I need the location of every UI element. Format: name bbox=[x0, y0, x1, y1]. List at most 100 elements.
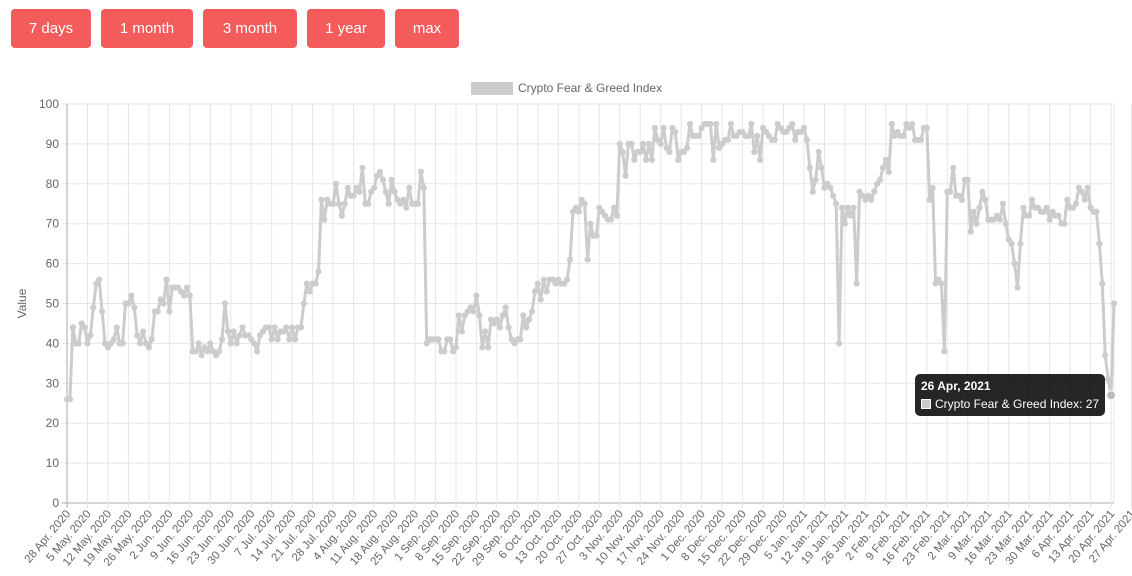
data-point[interactable] bbox=[119, 340, 126, 347]
data-point[interactable] bbox=[251, 340, 258, 347]
data-point[interactable] bbox=[385, 200, 392, 207]
data-point[interactable] bbox=[733, 132, 740, 140]
data-point[interactable] bbox=[871, 188, 878, 195]
data-point[interactable] bbox=[502, 304, 509, 311]
data-point[interactable] bbox=[414, 200, 422, 207]
data-point[interactable] bbox=[651, 124, 658, 132]
data-point[interactable] bbox=[786, 124, 793, 132]
data-point[interactable] bbox=[464, 308, 471, 315]
data-point[interactable] bbox=[619, 148, 626, 155]
data-point[interactable] bbox=[142, 340, 150, 347]
data-point[interactable] bbox=[525, 316, 533, 323]
data-point[interactable] bbox=[517, 336, 524, 343]
data-point[interactable] bbox=[321, 216, 328, 223]
data-point[interactable] bbox=[341, 200, 348, 207]
data-point[interactable] bbox=[762, 128, 770, 136]
data-point[interactable] bbox=[973, 220, 980, 227]
data-point[interactable] bbox=[1046, 216, 1053, 223]
data-point[interactable] bbox=[87, 332, 94, 339]
data-point[interactable] bbox=[941, 348, 948, 355]
data-point[interactable] bbox=[771, 136, 778, 144]
data-point[interactable] bbox=[932, 280, 939, 287]
data-point[interactable] bbox=[1040, 208, 1047, 215]
data-point[interactable] bbox=[754, 132, 761, 140]
data-point[interactable] bbox=[970, 208, 977, 215]
data-point[interactable] bbox=[1072, 200, 1080, 207]
data-point[interactable] bbox=[511, 340, 518, 347]
data-point[interactable] bbox=[686, 120, 694, 128]
data-point[interactable] bbox=[166, 308, 173, 315]
data-point[interactable] bbox=[1034, 204, 1042, 211]
data-point[interactable] bbox=[1055, 212, 1062, 219]
data-point[interactable] bbox=[283, 324, 290, 331]
data-point[interactable] bbox=[180, 292, 188, 299]
data-point[interactable] bbox=[575, 208, 582, 215]
data-point[interactable] bbox=[727, 120, 734, 128]
data-point[interactable] bbox=[157, 296, 164, 303]
data-point[interactable] bbox=[1105, 376, 1112, 383]
data-point[interactable] bbox=[447, 336, 454, 343]
data-point[interactable] bbox=[259, 328, 267, 335]
data-point[interactable] bbox=[101, 340, 109, 347]
data-point[interactable] bbox=[909, 120, 916, 128]
data-point[interactable] bbox=[891, 132, 898, 140]
data-point[interactable] bbox=[868, 196, 875, 203]
data-point[interactable] bbox=[487, 316, 495, 323]
data-point[interactable] bbox=[666, 148, 673, 155]
data-point[interactable] bbox=[461, 312, 468, 319]
data-point[interactable] bbox=[882, 156, 889, 163]
data-point[interactable] bbox=[675, 156, 682, 163]
data-point[interactable] bbox=[926, 196, 933, 203]
data-point[interactable] bbox=[531, 288, 539, 295]
data-point[interactable] bbox=[900, 132, 907, 140]
data-point[interactable] bbox=[452, 344, 460, 351]
data-point[interactable] bbox=[844, 204, 851, 211]
data-point[interactable] bbox=[81, 324, 88, 331]
data-point[interactable] bbox=[841, 220, 849, 227]
data-point[interactable] bbox=[201, 344, 208, 351]
data-point[interactable] bbox=[894, 128, 901, 136]
data-point[interactable] bbox=[335, 200, 343, 207]
data-point[interactable] bbox=[561, 280, 568, 287]
data-point[interactable] bbox=[300, 300, 307, 307]
data-point[interactable] bbox=[876, 176, 884, 183]
data-point[interactable] bbox=[248, 336, 255, 343]
data-point[interactable] bbox=[90, 304, 97, 311]
data-point[interactable] bbox=[938, 280, 945, 287]
data-point[interactable] bbox=[792, 136, 799, 144]
data-point[interactable] bbox=[537, 296, 544, 303]
data-point[interactable] bbox=[906, 124, 913, 132]
data-point[interactable] bbox=[555, 276, 562, 283]
data-point[interactable] bbox=[745, 132, 752, 140]
data-point[interactable] bbox=[599, 208, 606, 215]
data-point[interactable] bbox=[145, 344, 152, 351]
data-point[interactable] bbox=[967, 228, 974, 235]
data-point[interactable] bbox=[485, 344, 492, 351]
data-point[interactable] bbox=[523, 324, 530, 331]
data-point[interactable] bbox=[593, 232, 600, 239]
range-1-year-button[interactable]: 1 year bbox=[307, 9, 385, 48]
data-point[interactable] bbox=[654, 136, 661, 144]
range-max-button[interactable]: max bbox=[395, 9, 459, 48]
data-point[interactable] bbox=[1017, 240, 1024, 247]
data-point[interactable] bbox=[420, 184, 427, 191]
data-point[interactable] bbox=[566, 256, 574, 263]
data-point[interactable] bbox=[324, 196, 331, 203]
data-point[interactable] bbox=[198, 352, 205, 359]
data-point[interactable] bbox=[833, 200, 840, 207]
data-point[interactable] bbox=[1064, 196, 1071, 203]
data-point[interactable] bbox=[993, 212, 1001, 219]
data-point[interactable] bbox=[683, 144, 691, 151]
range-3-month-button[interactable]: 3 month bbox=[203, 9, 297, 48]
data-point[interactable] bbox=[221, 300, 229, 307]
data-point[interactable] bbox=[271, 324, 278, 331]
data-point[interactable] bbox=[215, 348, 223, 355]
data-point[interactable] bbox=[195, 340, 202, 347]
data-point[interactable] bbox=[850, 204, 857, 211]
data-point[interactable] bbox=[672, 128, 679, 136]
data-point[interactable] bbox=[1026, 212, 1033, 219]
data-point[interactable] bbox=[879, 164, 887, 171]
data-point[interactable] bbox=[245, 332, 252, 339]
data-point[interactable] bbox=[853, 280, 860, 287]
data-point[interactable] bbox=[950, 164, 957, 171]
